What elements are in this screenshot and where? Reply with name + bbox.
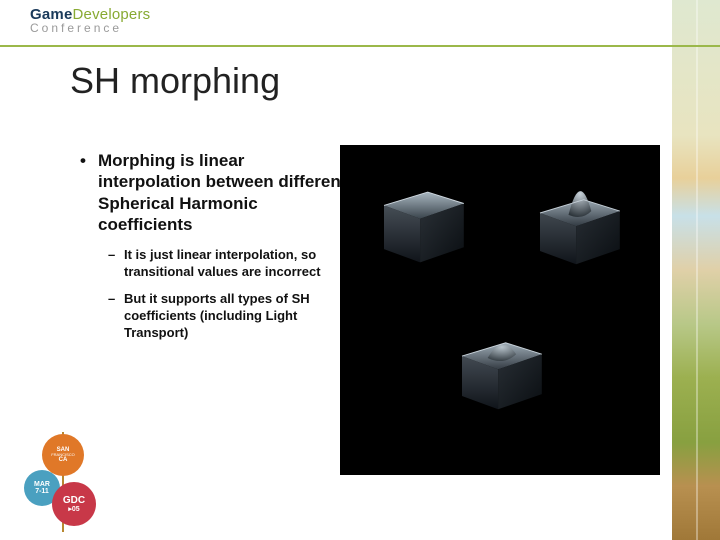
logo-word-conference: Conference [30,21,150,35]
cube-flat [362,175,482,270]
gdc-badge-cluster: SAN FRANCISCO CA MAR 7-11 GDC ▸05 [18,432,108,532]
badge-mar-bot: 7-11 [35,488,49,495]
cube-bump [440,320,560,415]
header: GameDevelopers Conference [0,0,720,45]
cube-spike [518,175,638,270]
badge-sf-bot: CA [59,457,68,463]
badge-gdc-text: GDC [63,496,85,506]
slide-title: SH morphing [70,60,280,102]
morph-figure [340,145,660,475]
background-side-strip [672,0,720,540]
badge-mar-top: MAR [34,481,50,488]
bullet-level-2: But it supports all types of SH coeffici… [108,291,350,342]
bullet-level-2: It is just linear interpolation, so tran… [108,247,350,281]
header-rule [0,45,720,47]
bullet-level-1: Morphing is linear interpolation between… [80,150,350,235]
badge-gdc: GDC ▸05 [52,482,96,526]
gdc-logo: GameDevelopers Conference [30,6,150,35]
badge-gdc-year: ▸05 [68,506,79,513]
bullet-list: Morphing is linear interpolation between… [80,150,350,351]
badge-sanfrancisco: SAN FRANCISCO CA [42,434,84,476]
